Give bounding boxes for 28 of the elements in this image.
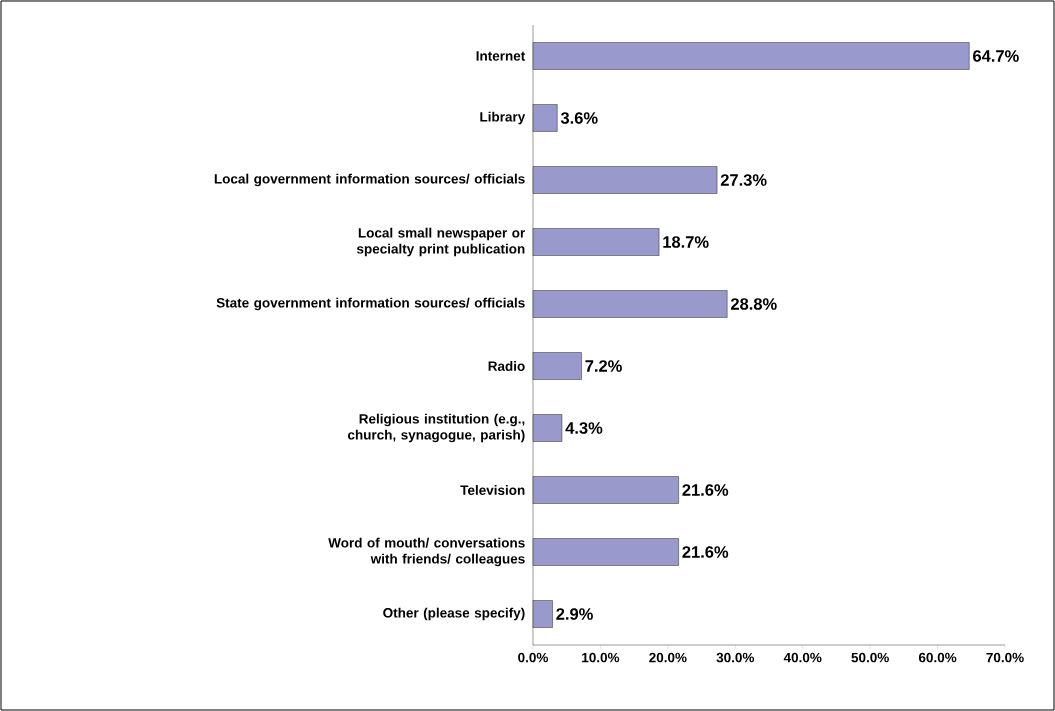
x-tick-label: 30.0%: [716, 652, 755, 663]
y-tick-label: Television: [460, 485, 525, 495]
data-label: 21.6%: [682, 484, 729, 496]
data-label: 64.7%: [973, 50, 1019, 62]
y-tick-label: Local government information sources/ officials: [214, 173, 525, 187]
x-tick-label: 70.0%: [986, 652, 1024, 663]
y-tick-label: Library: [480, 111, 526, 125]
y-tick-label: Religious institution (e.g., church, synagogue, parish): [347, 413, 525, 443]
y-tick-label: Radio: [488, 361, 525, 371]
data-label: 18.7%: [663, 236, 709, 248]
data-label: 28.8%: [730, 298, 777, 310]
y-tick-label: Word of mouth/ conversations with friends/ colleagues: [328, 537, 525, 567]
y-tick-label: Other (please specify): [383, 607, 525, 621]
data-label: 27.3%: [720, 174, 767, 186]
x-tick-label: 40.0%: [783, 652, 822, 663]
x-tick-label: 10.0%: [582, 652, 620, 663]
data-label: 3.6%: [560, 112, 598, 124]
data-label: 21.6%: [682, 546, 729, 558]
data-label: 7.2%: [585, 360, 622, 372]
data-label: 2.9%: [556, 608, 593, 620]
y-tick-label: Internet: [476, 51, 526, 61]
x-tick-label: 50.0%: [851, 652, 889, 663]
y-tick-label: State government information sources/ officials: [216, 297, 525, 311]
x-tick-label: 60.0%: [918, 652, 957, 663]
data-label: 4.3%: [565, 422, 603, 434]
x-tick-label: 20.0%: [649, 652, 687, 663]
y-tick-label: Local small newspaper or specialty print publication: [356, 227, 526, 257]
x-tick-label: 0.0%: [518, 652, 549, 663]
